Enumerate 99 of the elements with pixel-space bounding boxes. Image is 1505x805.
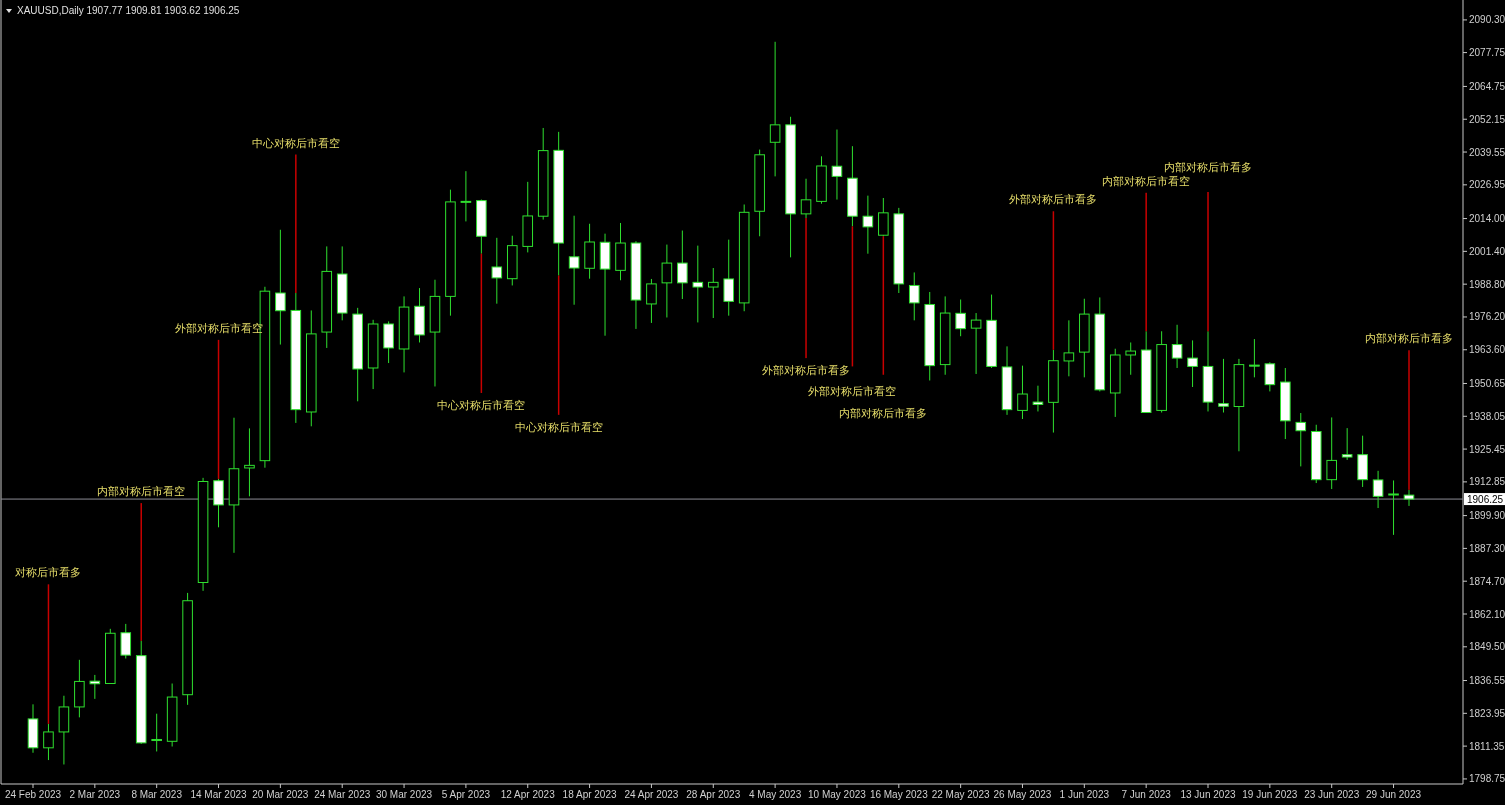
x-tick-label: 10 May 2023 [808, 789, 867, 800]
candlestick [1032, 385, 1044, 412]
candlestick [646, 278, 657, 324]
x-tick-label: 24 Mar 2023 [314, 789, 371, 800]
candlestick [1063, 319, 1075, 377]
y-tick-label: 1899.90 [1469, 510, 1505, 522]
y-tick-label: 2014.00 [1469, 213, 1505, 225]
x-tick-label: 22 May 2023 [931, 789, 990, 800]
x-tick-label: 16 May 2023 [869, 789, 929, 800]
y-tick-label: 1798.75 [1469, 773, 1505, 785]
y-tick-label: 1823.95 [1469, 707, 1505, 719]
candlestick [244, 427, 255, 497]
y-tick-label: 1849.50 [1469, 641, 1505, 653]
x-tick-label: 14 Mar 2023 [190, 789, 248, 800]
x-tick-label: 12 Apr 2023 [500, 789, 556, 800]
candlestick [1171, 324, 1183, 369]
candlestick [43, 723, 54, 761]
data-label: 中心对称后市看空 [437, 398, 526, 411]
candlestick [1295, 412, 1307, 467]
x-tick-label: 24 Apr 2023 [624, 789, 679, 800]
x-tick-label: 18 Apr 2023 [562, 789, 617, 800]
title: XAUUSD,Daily 1907.77 1909.81 1903.62 1906.25 [6, 5, 240, 16]
candlestick [661, 244, 673, 318]
y-tick-label: 1938.05 [1469, 410, 1505, 422]
candlestick [1249, 338, 1260, 378]
y-tick-label: 1988.80 [1469, 278, 1505, 290]
y-tick-label: 1874.70 [1469, 575, 1505, 587]
data-label: 对称后市看多 [15, 566, 82, 579]
candlestick [1264, 361, 1276, 392]
x-tick-label: 19 Jun 2023 [1242, 789, 1298, 800]
candlestick [1372, 470, 1384, 509]
data-label: 内部对称后市看空 [1102, 174, 1191, 187]
y-tick-label: 2077.75 [1469, 47, 1505, 59]
x-tick-label: 7 Jun 2023 [1121, 789, 1172, 800]
data-label: 外部对称后市看多 [1009, 193, 1098, 206]
y-tick-label: 2039.55 [1469, 146, 1505, 158]
candlestick [460, 170, 472, 222]
y-tick-label: 2064.75 [1469, 80, 1505, 92]
y-tick-label: 1836.55 [1469, 675, 1505, 687]
candlestick [568, 215, 580, 306]
candlestick [692, 245, 704, 323]
ref-line-label: 1906.25 [1467, 493, 1504, 505]
x-tick-label: 28 Apr 2023 [686, 789, 741, 800]
candlestick [878, 197, 889, 237]
candlestick [831, 129, 843, 201]
data-label: 内部对称后市看多 [1365, 332, 1453, 345]
y-tick-label: 1912.85 [1469, 476, 1505, 488]
candlestick [677, 230, 688, 300]
candlestick [1187, 339, 1198, 388]
candlestick [707, 267, 719, 319]
x-tick-label: 5 Apr 2023 [441, 789, 491, 800]
data-label: 内部对称后市看空 [97, 485, 186, 498]
candlestick [908, 271, 920, 321]
y-tick-label: 1862.10 [1469, 608, 1505, 620]
candlestick [1326, 416, 1337, 490]
y-tick-label: 2090.30 [1469, 14, 1505, 26]
y-tick-label: 1811.35 [1469, 740, 1505, 752]
data-label: 中心对称后市看空 [251, 136, 340, 149]
data-label: 外部对称后市看空 [808, 385, 897, 398]
candlestick [862, 195, 874, 255]
y-tick-label: 1925.45 [1469, 443, 1505, 455]
x-tick-label: 26 May 2023 [993, 789, 1052, 800]
candlestick [1388, 479, 1399, 536]
x-tick-label: 8 Mar 2023 [131, 789, 183, 800]
candlestick [723, 239, 735, 317]
y-tick-label: 1976.20 [1469, 311, 1505, 323]
candlestick [275, 229, 286, 346]
candlestick [970, 312, 982, 375]
y-tick-label: 1963.60 [1469, 344, 1505, 356]
y-tick-label: 2001.40 [1469, 245, 1505, 257]
candlestick [383, 320, 394, 364]
x-tick-label: 24 Feb 2023 [4, 789, 62, 800]
candlestick [120, 623, 132, 660]
data-label: 中心对称后市看空 [514, 420, 603, 433]
x-tick-label: 30 Mar 2023 [375, 789, 433, 800]
x-tick-label: 13 Jun 2023 [1180, 789, 1236, 800]
y-tick-label: 1887.30 [1469, 542, 1505, 554]
candlestick [491, 237, 503, 305]
candlestick [955, 299, 966, 337]
candlestick [1341, 427, 1353, 461]
x-tick-label: 1 Jun 2023 [1059, 789, 1110, 800]
candlestick [1403, 489, 1415, 507]
y-tick-label: 1950.65 [1469, 377, 1505, 389]
data-label: 内部对称后市看多 [1164, 161, 1253, 173]
x-tick-label: 29 Jun 2023 [1366, 789, 1422, 800]
x-tick-label: 23 Jun 2023 [1304, 789, 1360, 800]
x-tick-label: 4 May 2023 [748, 789, 802, 800]
y-tick-label: 2052.15 [1469, 113, 1505, 125]
data-label: 外部对称后市看多 [762, 364, 851, 377]
candlestick [1017, 365, 1028, 420]
candlestick [769, 41, 781, 177]
candlestick [800, 178, 812, 219]
candlestick [1125, 341, 1137, 376]
data-label: 内部对称后市看多 [839, 406, 928, 419]
candlestick [1218, 358, 1229, 413]
y-tick-label: 2026.95 [1469, 179, 1505, 191]
candlestick [151, 713, 162, 752]
x-tick-label: 20 Mar 2023 [252, 789, 309, 800]
x-tick-label: 2 Mar 2023 [69, 789, 121, 800]
